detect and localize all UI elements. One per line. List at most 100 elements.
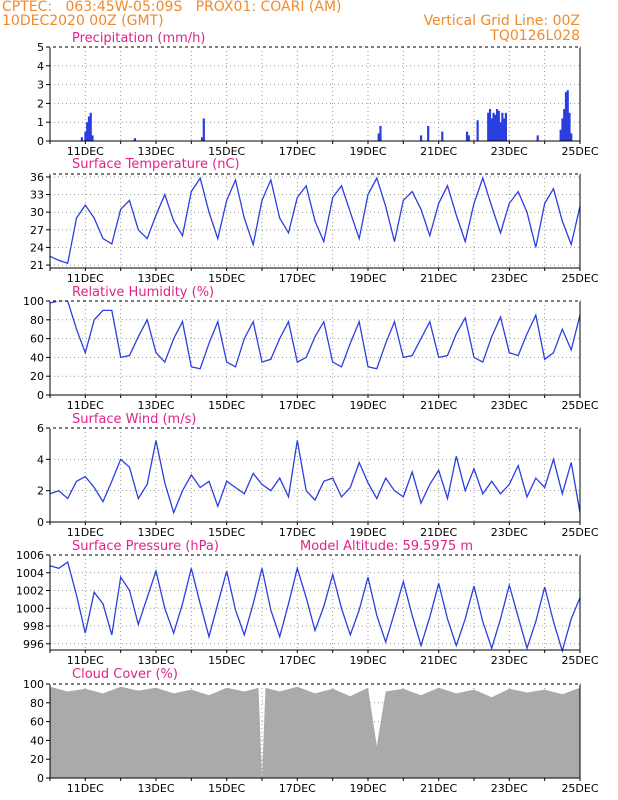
precip-bar <box>494 114 497 141</box>
precip-bar <box>568 112 571 141</box>
x-tick-label: 17DEC <box>279 272 316 285</box>
x-tick-label: 17DEC <box>279 145 316 158</box>
series-line <box>49 440 581 515</box>
precip-bar <box>467 135 470 141</box>
x-tick-label: 25DEC <box>561 526 598 539</box>
x-tick-label: 19DEC <box>349 272 386 285</box>
x-tick-label: 13DEC <box>137 782 174 795</box>
panel-title: Surface Wind (m/s) <box>72 412 196 427</box>
precip-bar <box>86 122 89 141</box>
y-tick-label: 80 <box>30 697 44 710</box>
x-tick-label: 19DEC <box>349 526 386 539</box>
x-tick-label: 25DEC <box>561 654 598 667</box>
precip-bar <box>488 109 492 141</box>
panel-title: Surface Pressure (hPa) <box>72 539 219 554</box>
y-tick-label: 0 <box>37 135 44 148</box>
precip-bar <box>487 112 490 141</box>
precip-bar <box>441 131 444 141</box>
header-model-code: TQ0126L028 <box>490 28 580 44</box>
precip-bar <box>566 90 569 141</box>
x-tick-label: 15DEC <box>208 782 245 795</box>
panel-title: Cloud Cover (%) <box>72 667 178 682</box>
x-tick-label: 23DEC <box>491 272 528 285</box>
y-tick-label: 20 <box>30 753 44 766</box>
x-tick-label: 15DEC <box>208 654 245 667</box>
y-tick-label: 30 <box>30 206 44 219</box>
plot-area <box>50 301 580 395</box>
panel-6: 0 20 40 60 80 100 11DEC 13DEC 15DEC 17DEC 19DEC 21D… <box>23 667 599 795</box>
x-tick-label: 19DEC <box>349 399 386 412</box>
panel-1: 0 1 2 3 4 5 11DEC 13DEC 15DEC 17DEC 19DEC 21DEC 23DE… <box>37 31 599 158</box>
x-tick-label: 23DEC <box>491 145 528 158</box>
precip-bar <box>476 120 479 141</box>
x-tick-label: 15DEC <box>208 272 245 285</box>
precip-bar <box>427 125 430 141</box>
x-tick-label: 25DEC <box>561 145 598 158</box>
series-line <box>49 176 581 265</box>
x-tick-label: 13DEC <box>137 654 174 667</box>
precip-bar <box>563 109 566 141</box>
panel-title: Surface Temperature (nC) <box>72 157 240 172</box>
y-tick-label: 33 <box>30 189 44 202</box>
x-tick-label: 11DEC <box>67 145 104 158</box>
x-tick-label: 23DEC <box>491 399 528 412</box>
x-tick-label: 17DEC <box>279 782 316 795</box>
x-tick-label: 23DEC <box>491 526 528 539</box>
precip-bar <box>200 137 204 141</box>
panel-title: Precipitation (mm/h) <box>72 31 205 46</box>
x-tick-label: 11DEC <box>67 526 104 539</box>
panel-2: 21 24 27 30 33 36 11DEC 13DEC 15DEC 17DEC 19DEC 21D… <box>30 157 599 285</box>
x-tick-label: 19DEC <box>349 654 386 667</box>
y-tick-label: 3 <box>37 79 44 92</box>
x-tick-label: 25DEC <box>561 272 598 285</box>
y-tick-label: 80 <box>30 314 44 327</box>
y-tick-label: 100 <box>23 678 44 691</box>
panel-title: Relative Humidity (%) <box>72 285 214 300</box>
x-tick-label: 11DEC <box>67 272 104 285</box>
y-tick-label: 0 <box>37 772 44 785</box>
x-tick-label: 13DEC <box>137 399 174 412</box>
plot-area <box>50 428 580 522</box>
precip-bar <box>80 137 83 141</box>
precip-bar <box>501 112 504 141</box>
panel-5: 996 998 1000 1002 1004 1006 11DEC 13DEC 15DEC 17D… <box>16 539 599 667</box>
y-tick-label: 1 <box>37 116 44 129</box>
precip-bar <box>492 112 495 141</box>
series-line <box>49 300 581 370</box>
precip-bar <box>503 118 506 141</box>
panel-3: 0 20 40 60 80 100 11DEC 13DEC 15DEC 17DEC 19DEC 21D… <box>23 285 599 412</box>
y-tick-label: 27 <box>30 224 44 237</box>
precip-bar <box>89 112 92 141</box>
x-tick-label: 19DEC <box>349 782 386 795</box>
x-tick-label: 15DEC <box>208 526 245 539</box>
precip-bar <box>570 133 573 141</box>
x-tick-label: 15DEC <box>208 145 245 158</box>
x-tick-label: 21DEC <box>420 145 457 158</box>
y-tick-label: 2 <box>37 97 44 110</box>
x-tick-label: 21DEC <box>420 526 457 539</box>
y-tick-label: 24 <box>30 241 44 254</box>
precip-bar <box>133 138 136 141</box>
precip-bar <box>490 118 493 141</box>
y-tick-label: 40 <box>30 734 44 747</box>
x-tick-label: 25DEC <box>561 782 598 795</box>
precip-bar <box>559 129 562 141</box>
y-tick-label: 996 <box>23 638 44 651</box>
x-tick-label: 23DEC <box>491 782 528 795</box>
x-tick-label: 13DEC <box>137 526 174 539</box>
precip-bar <box>465 131 469 141</box>
x-tick-label: 21DEC <box>420 399 457 412</box>
x-tick-label: 19DEC <box>349 145 386 158</box>
precip-bar <box>87 116 91 141</box>
x-tick-label: 15DEC <box>208 399 245 412</box>
precip-bar <box>497 110 500 141</box>
precip-bar <box>561 118 564 141</box>
precip-bar <box>504 112 507 141</box>
y-tick-label: 2 <box>37 485 44 498</box>
header-line2: 10DEC2020 00Z (GMT) <box>2 13 164 29</box>
header-line1: CPTEC: 063:45W-05:09S PROX01: COARI (AM) <box>2 0 342 15</box>
y-tick-label: 5 <box>37 41 44 54</box>
y-tick-label: 60 <box>30 716 44 729</box>
y-tick-label: 36 <box>30 171 44 184</box>
y-tick-label: 998 <box>23 620 44 633</box>
